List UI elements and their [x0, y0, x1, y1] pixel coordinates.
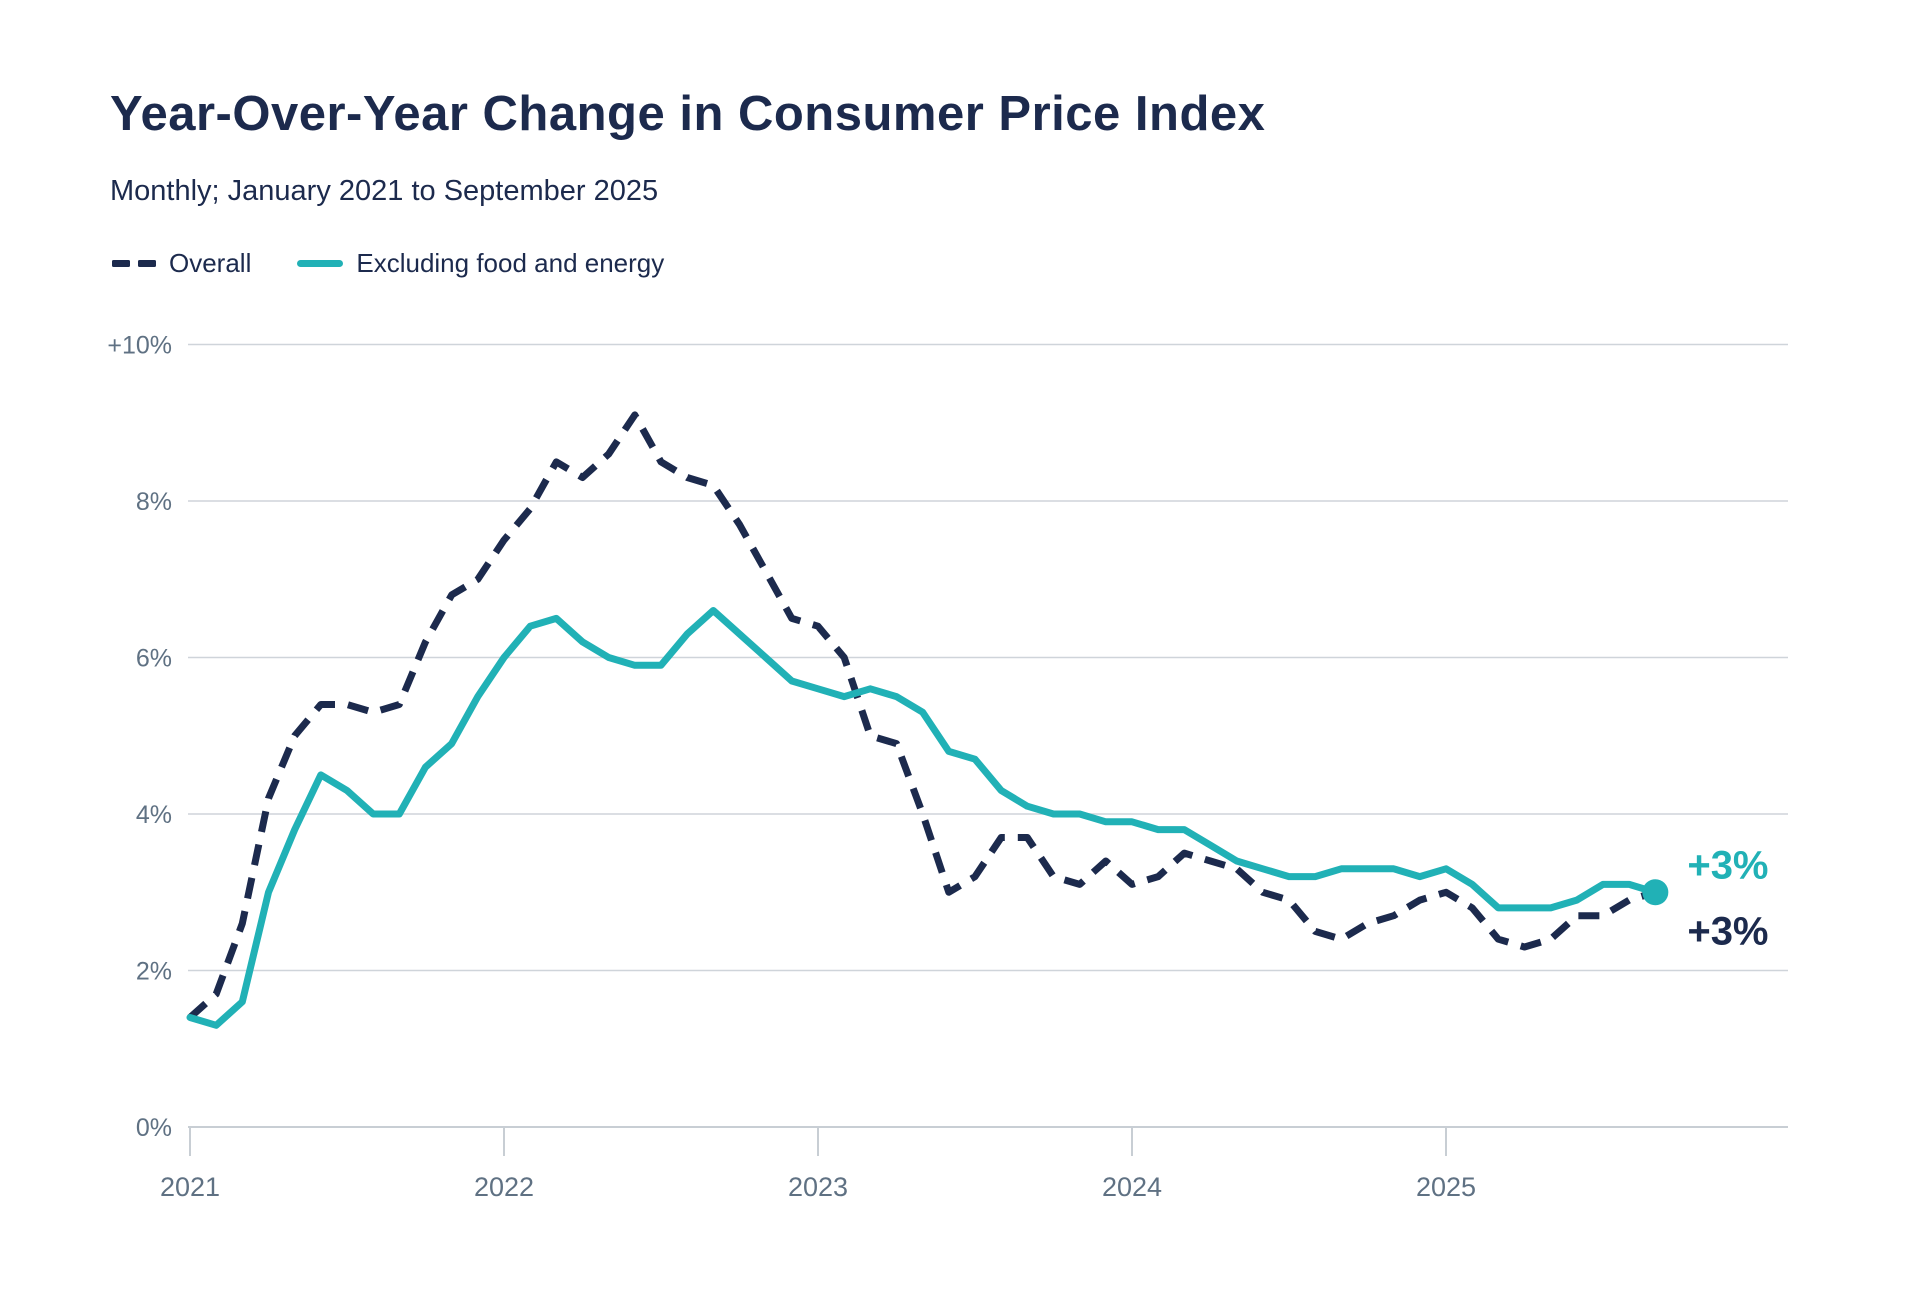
y-axis-label-+10%: +10%: [107, 332, 172, 360]
y-axis-label-6%: 6%: [136, 645, 172, 673]
page-title: Year-Over-Year Change in Consumer Price …: [110, 87, 1266, 141]
page-subtitle: Monthly; January 2021 to September 2025: [110, 175, 659, 207]
x-axis-label-2022: 2022: [474, 1172, 534, 1202]
legend-item-overall: Overall: [112, 248, 251, 279]
y-axis-label-8%: 8%: [136, 488, 172, 516]
core-series-line: [186, 607, 1659, 1029]
solid-line-swatch-icon: [297, 260, 344, 267]
x-axis-label-2025: 2025: [1416, 1172, 1476, 1202]
overall-series-line: [187, 411, 1657, 1021]
y-axis-label-2%: 2%: [136, 958, 172, 986]
series-end-dot: [1642, 879, 1669, 906]
x-axis-label-2021: 2021: [160, 1172, 220, 1202]
end-label-overall: +3%: [1687, 909, 1768, 953]
x-axis-label-2023: 2023: [788, 1172, 848, 1202]
y-axis-label-4%: 4%: [136, 801, 172, 829]
chart-legend: Overall Excluding food and energy: [112, 248, 664, 279]
legend-label-overall: Overall: [169, 248, 252, 278]
legend-item-core: Excluding food and energy: [297, 248, 664, 279]
legend-label-core: Excluding food and energy: [356, 248, 665, 278]
end-label-core: +3%: [1687, 843, 1768, 887]
dashed-line-swatch-icon: [112, 260, 156, 267]
x-axis-label-2024: 2024: [1102, 1172, 1162, 1202]
y-axis-label-0%: 0%: [136, 1114, 172, 1142]
